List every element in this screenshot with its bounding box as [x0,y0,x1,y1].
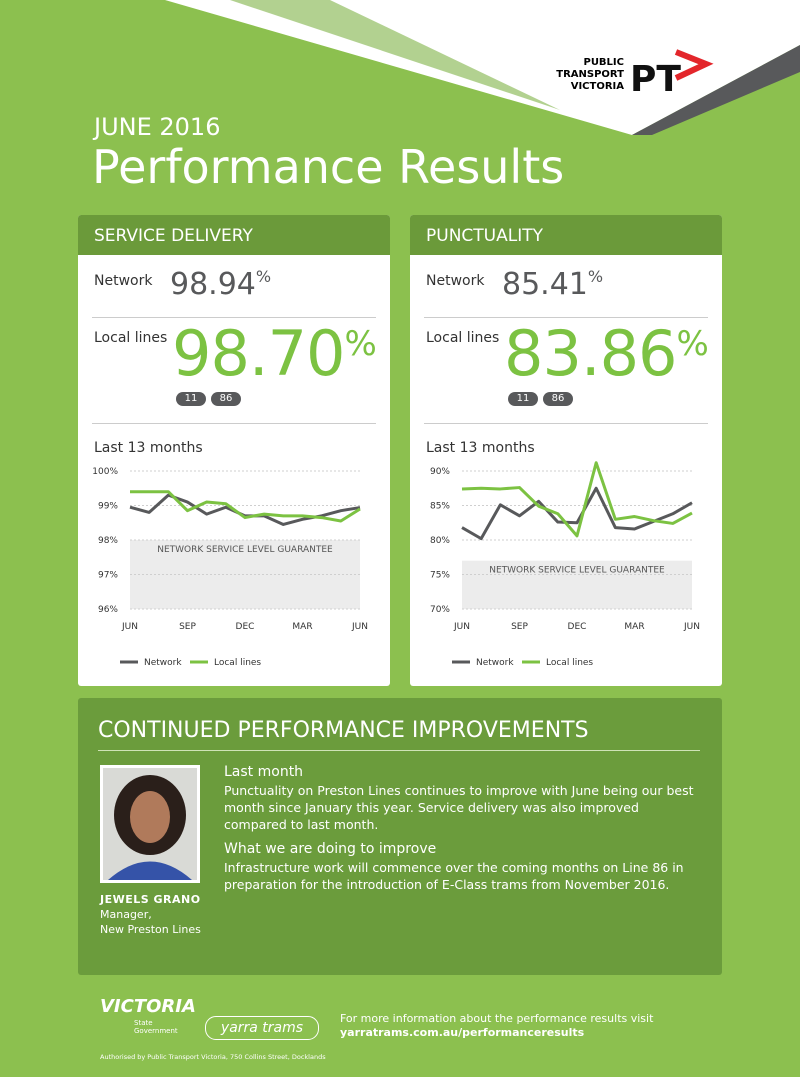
divider [424,423,708,424]
x-tick-label: DEC [236,622,255,632]
section-heading: What we are doing to improve [224,841,437,857]
y-tick-label: 98% [98,536,118,546]
network-value: 98.94% [170,267,272,302]
person-role: New Preston Lines [100,923,201,936]
guarantee-label: NETWORK SERVICE LEVEL GUARANTEE [157,545,333,555]
x-tick-label: SEP [179,622,196,632]
legend-label: Local lines [214,658,261,668]
face [130,791,170,843]
person-name: JEWELS GRANO [100,893,201,906]
improvements-box: CONTINUED PERFORMANCE IMPROVEMENTS JEWEL… [78,698,722,975]
yarra-logo: yarra trams [205,1016,319,1040]
network-label: Network [94,273,153,289]
person-role: Manager, [100,908,152,921]
chart: NETWORK SERVICE LEVEL GUARANTEE 70% 75% 80%… [430,461,700,668]
header-graphic: PUBLIC TRANSPORT VICTORIA PT [165,0,800,135]
series-line [129,493,361,526]
header-shape [165,0,800,135]
x-tick-label: JUN [453,622,470,632]
panel: PUNCTUALITY Network 85.41% Local lines 83.86… [410,215,722,686]
chart-title: Last 13 months [94,440,203,456]
local-value: 83.86% [504,317,709,390]
y-tick-label: 90% [430,467,450,477]
victoria-sub: State Government [134,1019,178,1035]
y-tick-label: 70% [430,605,450,615]
logo-text: PUBLIC [583,57,624,68]
footer-info: For more information about the performan… [340,1012,654,1025]
header-stripe [230,0,560,110]
x-tick-label: SEP [511,622,528,632]
x-tick-label: JUN [121,622,138,632]
series-line [461,461,693,538]
section-heading: Last month [224,764,304,780]
divider [92,317,376,318]
unit: % [587,267,604,286]
network-value: 85.41% [502,267,604,302]
shirt [108,861,192,880]
chart-title: Last 13 months [426,440,535,456]
x-tick-label: JUN [683,622,700,632]
header-stripe [632,45,800,135]
logo-text: VICTORIA [571,81,625,92]
guarantee-band [462,560,692,609]
section-text: Infrastructure work will commence over t… [224,860,684,892]
divider [424,317,708,318]
y-tick-label: 80% [430,536,450,546]
chart: NETWORK SERVICE LEVEL GUARANTEE 96% 97% 98%… [92,467,368,668]
section-title: CONTINUED PERFORMANCE IMPROVEMENTS [98,718,589,743]
page-title: Performance Results [92,140,565,194]
guarantee-band [130,540,360,609]
unit: % [344,324,377,364]
y-tick-label: 75% [430,571,450,581]
logo-arrow [674,49,714,81]
route-badge: 86 [543,392,573,406]
y-tick-label: 96% [98,605,118,615]
unit: % [255,267,272,286]
network-label: Network [426,273,485,289]
local-value: 98.70% [172,317,377,390]
footer-url: yarratrams.com.au/performanceresults [340,1026,585,1039]
x-tick-label: MAR [624,622,644,632]
route-badge: 86 [211,392,241,406]
panel-title: SERVICE DELIVERY [78,215,390,255]
legend-label: Network [144,658,182,668]
y-tick-label: 85% [430,502,450,512]
panel-title: PUNCTUALITY [410,215,722,255]
logo-mark: PT [630,59,681,100]
x-tick-label: MAR [292,622,312,632]
divider [98,750,700,751]
guarantee-label: NETWORK SERVICE LEVEL GUARANTEE [489,566,665,576]
x-tick-label: JUN [351,622,368,632]
route-badge: 11 [176,392,206,406]
series-line [130,490,361,523]
y-tick-label: 97% [98,571,118,581]
logo-text: TRANSPORT [556,69,624,80]
unit: % [676,324,709,364]
month: JUNE 2016 [94,113,221,141]
x-tick-label: DEC [568,622,587,632]
footer-authorised: Authorised by Public Transport Victoria,… [100,1053,326,1061]
panel: SERVICE DELIVERY Network 98.94% Local lines… [78,215,390,686]
local-label: Local lines [426,330,500,346]
local-label: Local lines [94,330,168,346]
divider [92,423,376,424]
victoria-logo: VICTORIA [100,996,196,1017]
section-text: Punctuality on Preston Lines continues t… [224,783,694,832]
y-tick-label: 100% [92,467,118,477]
y-tick-label: 99% [98,502,118,512]
photo [100,765,200,883]
legend-label: Network [476,658,514,668]
route-badge: 11 [508,392,538,406]
legend-label: Local lines [546,658,593,668]
sections: Last month Punctuality on Preston Lines … [224,764,694,893]
